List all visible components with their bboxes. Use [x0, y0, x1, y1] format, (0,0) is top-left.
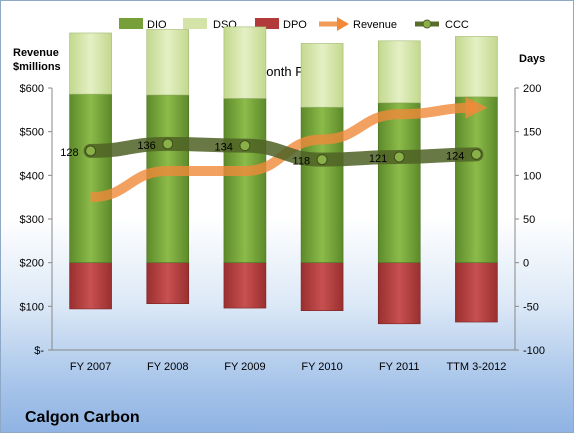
ccc-point	[239, 140, 251, 152]
ccc-data-label: 134	[215, 142, 233, 154]
bar-dpo	[377, 262, 421, 325]
bars-group	[69, 26, 498, 325]
legend-arrow-revenue	[337, 17, 349, 31]
x-tick-label: TTM 3-2012	[446, 361, 506, 373]
bar-dio	[146, 94, 190, 263]
bar-dpo	[146, 262, 190, 305]
x-tick-label: FY 2007	[70, 361, 111, 373]
left-axis-label-line2: $millions	[13, 61, 61, 73]
right-axis-label: Days	[519, 53, 545, 65]
left-tick-label: $300	[20, 214, 44, 226]
left-tick-label: $100	[20, 301, 44, 313]
ccc-series: 128 136 134 118 121 124	[60, 136, 484, 168]
right-tick-label: 200	[523, 83, 541, 95]
bar-dpo	[69, 262, 112, 310]
left-tick-label: $400	[20, 170, 44, 182]
ccc-point	[393, 151, 405, 163]
legend-label-revenue: Revenue	[353, 19, 397, 31]
bar-dio	[377, 102, 421, 263]
legend-marker-ccc	[422, 19, 432, 29]
right-tick-label: -50	[523, 301, 539, 313]
left-axis-ticks: $- $100 $200 $300 $400 $500 $600	[20, 83, 52, 357]
ccc-data-label: 128	[60, 147, 78, 159]
x-tick-label: FY 2010	[301, 361, 342, 373]
bar-dso	[455, 36, 498, 98]
right-tick-label: 50	[523, 214, 535, 226]
bar-dio	[455, 96, 498, 263]
ccc-line	[83, 136, 484, 167]
legend-swatch-dio	[119, 18, 143, 29]
x-tick-label: FY 2009	[224, 361, 265, 373]
legend-label-dpo: DPO	[283, 19, 307, 31]
left-tick-label: $600	[20, 83, 44, 95]
legend-swatch-dso	[183, 18, 207, 29]
bar-dpo	[223, 262, 267, 309]
bar-dso	[223, 26, 267, 99]
bar-dio	[69, 93, 112, 263]
left-tick-label: $200	[20, 258, 44, 270]
legend: DIO DSO DPO Revenue CCC	[119, 17, 469, 31]
ccc-data-label: 136	[137, 140, 155, 152]
ccc-data-label: 118	[293, 156, 311, 168]
left-tick-label: $500	[20, 127, 44, 139]
legend-label-ccc: CCC	[445, 19, 469, 31]
bar-dso	[69, 32, 112, 95]
ccc-data-label: 121	[369, 153, 387, 165]
bar-dso	[300, 43, 344, 108]
right-tick-label: 0	[523, 258, 529, 270]
bar-dpo	[300, 262, 344, 311]
x-tick-label: FY 2011	[379, 361, 420, 373]
right-axis-ticks: -100 -50 0 50 100 150 200	[515, 83, 545, 357]
bar-dso	[146, 29, 190, 96]
x-axis-labels: FY 2007 FY 2008 FY 2009 FY 2010 FY 2011 TTM 3…	[70, 361, 506, 373]
right-tick-label: 150	[523, 127, 541, 139]
bar-dpo	[455, 262, 498, 323]
left-axis-label-line1: Revenue	[13, 47, 59, 59]
legend-swatch-dpo	[255, 18, 279, 29]
ccc-point	[316, 154, 328, 166]
company-name: Calgon Carbon	[25, 409, 140, 426]
right-tick-label: 100	[523, 170, 541, 182]
left-tick-label: $-	[34, 345, 44, 357]
bar-dso	[377, 40, 421, 104]
ccc-point	[470, 148, 482, 160]
bar-dio	[223, 98, 267, 263]
x-tick-label: FY 2008	[147, 361, 188, 373]
right-tick-label: -100	[523, 345, 545, 357]
ccc-point	[162, 138, 174, 150]
legend-label-dio: DIO	[147, 19, 167, 31]
bar-dio	[300, 106, 344, 263]
ccc-point	[85, 145, 97, 157]
ccc-data-label: 124	[446, 150, 464, 162]
